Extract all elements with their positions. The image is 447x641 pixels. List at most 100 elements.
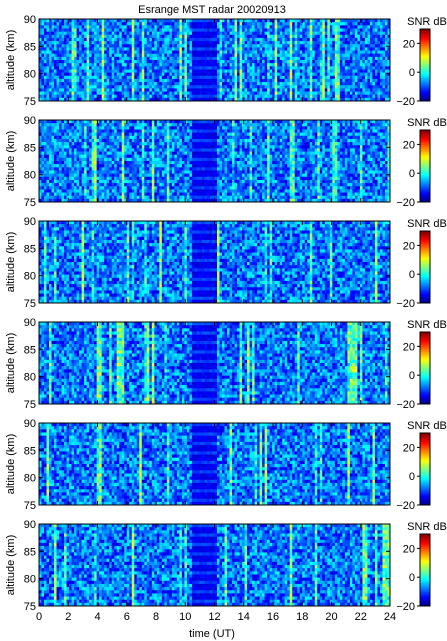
heatmap-cell: [387, 60, 391, 64]
heatmap-cell: [126, 195, 130, 200]
heatmap-cell: [324, 91, 328, 95]
heatmap-cell: [131, 123, 135, 127]
heatmap-cell: [257, 50, 260, 54]
heatmap-cell: [64, 82, 67, 86]
heatmap-cell: [159, 47, 163, 51]
heatmap-cell: [199, 97, 203, 102]
heatmap-cell: [156, 170, 160, 174]
heatmap-cell: [64, 88, 67, 92]
heatmap-cell: [71, 60, 75, 64]
heatmap-cell: [322, 56, 326, 61]
heatmap-cell: [39, 173, 42, 178]
heatmap-cell: [116, 157, 120, 162]
heatmap-cell: [174, 22, 178, 26]
heatmap-cell: [206, 85, 210, 89]
heatmap-cell: [307, 97, 311, 102]
heatmap-cell: [131, 78, 135, 83]
heatmap-cell: [339, 60, 343, 64]
heatmap-cell: [359, 82, 363, 86]
heatmap-cell: [81, 157, 85, 162]
heatmap-cell: [139, 85, 143, 89]
heatmap-cell: [126, 167, 130, 171]
heatmap-cell: [46, 186, 50, 190]
heatmap-cell: [349, 50, 353, 54]
heatmap-cell: [259, 50, 263, 54]
heatmap-cell: [384, 72, 388, 77]
heatmap-cell: [339, 63, 343, 67]
heatmap-cell: [121, 60, 125, 64]
heatmap-cell: [199, 66, 203, 70]
heatmap-cell: [149, 94, 153, 99]
heatmap-cell: [234, 66, 238, 70]
heatmap-cell: [146, 148, 150, 152]
heatmap-cell: [364, 75, 368, 80]
heatmap-cell: [294, 19, 298, 23]
heatmap-cell: [44, 195, 47, 200]
heatmap-cell: [154, 88, 158, 92]
heatmap-cell: [124, 157, 128, 162]
heatmap-cell: [334, 34, 338, 39]
heatmap-cell: [124, 63, 128, 67]
heatmap-cell: [259, 85, 263, 89]
heatmap-cell: [337, 75, 341, 80]
heatmap-cell: [61, 31, 65, 36]
heatmap-cell: [126, 34, 130, 39]
heatmap-cell: [124, 78, 128, 83]
heatmap-cell: [199, 37, 203, 42]
heatmap-cell: [104, 66, 107, 70]
heatmap-cell: [111, 28, 115, 32]
heatmap-cell: [64, 123, 67, 127]
heatmap-cell: [39, 186, 42, 190]
heatmap-cell: [282, 47, 285, 51]
heatmap-cell: [74, 142, 77, 146]
heatmap-cell: [277, 97, 280, 102]
heatmap-cell: [354, 75, 358, 80]
heatmap-cell: [217, 31, 220, 36]
heatmap-cell: [166, 69, 170, 73]
heatmap-cell: [149, 34, 153, 39]
heatmap-cell: [131, 44, 135, 48]
heatmap-cell: [119, 195, 123, 200]
heatmap-cell: [124, 198, 128, 203]
heatmap-cell: [274, 91, 278, 95]
heatmap-cell: [154, 22, 158, 26]
heatmap-cell: [327, 60, 331, 64]
heatmap-cell: [364, 25, 368, 29]
heatmap-cell: [374, 56, 378, 61]
heatmap-cell: [141, 44, 145, 48]
heatmap-cell: [91, 157, 95, 162]
heatmap-cell: [141, 138, 145, 143]
heatmap-cell: [46, 85, 50, 89]
heatmap-cell: [377, 44, 381, 48]
heatmap-cell: [51, 148, 55, 152]
heatmap-cell: [41, 85, 45, 89]
heatmap-cell: [101, 148, 105, 152]
heatmap-cell: [272, 25, 275, 29]
heatmap-cell: [199, 78, 203, 83]
heatmap-cell: [337, 22, 341, 26]
heatmap-cell: [131, 170, 135, 174]
heatmap-cell: [232, 56, 235, 61]
heatmap-cell: [327, 31, 331, 36]
heatmap-cell: [136, 78, 140, 83]
heatmap-cell: [111, 164, 115, 168]
heatmap-cell: [239, 69, 243, 73]
heatmap-cell: [84, 47, 87, 51]
heatmap-cell: [54, 97, 57, 102]
heatmap-cell: [51, 94, 55, 99]
heatmap-cell: [322, 53, 326, 58]
heatmap-cell: [136, 56, 140, 61]
heatmap-cell: [44, 75, 47, 80]
heatmap-cell: [41, 41, 45, 45]
heatmap-cell: [56, 138, 60, 143]
heatmap-cell: [334, 44, 338, 48]
heatmap-cell: [129, 85, 133, 89]
heatmap-cell: [312, 44, 316, 48]
heatmap-cell: [171, 56, 175, 61]
heatmap-cell: [297, 53, 301, 58]
heatmap-cell: [119, 192, 123, 196]
heatmap-cell: [367, 97, 371, 102]
heatmap-cell: [151, 34, 155, 39]
heatmap-cell: [129, 31, 133, 36]
heatmap-cell: [322, 82, 326, 86]
